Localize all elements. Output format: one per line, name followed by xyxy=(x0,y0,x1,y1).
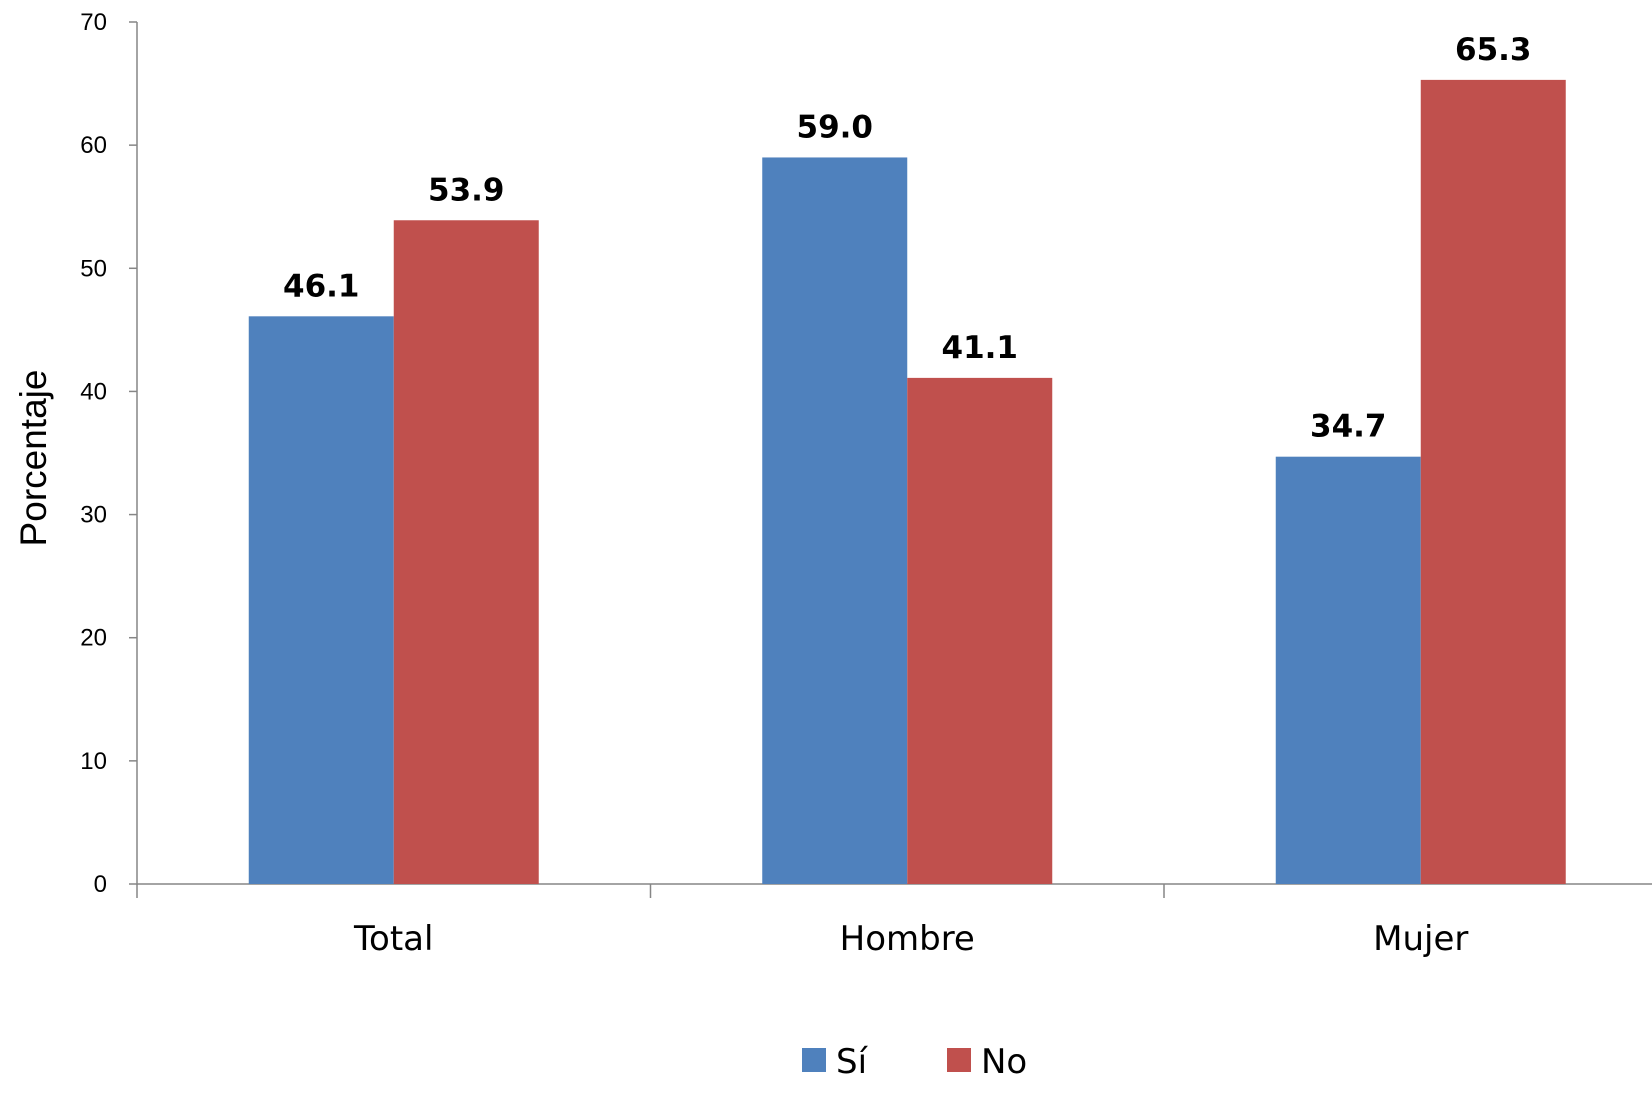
y-tick-label: 30 xyxy=(80,502,107,529)
x-tick-label: Mujer xyxy=(1373,919,1468,959)
legend-label: Sí xyxy=(836,1042,869,1082)
legend-swatch xyxy=(947,1048,971,1072)
bar-si-total xyxy=(248,316,394,885)
y-tick-label: 40 xyxy=(80,378,107,405)
x-tick-label: Hombre xyxy=(840,919,975,959)
data-label: 41.1 xyxy=(942,330,1019,366)
bar-no-mujer xyxy=(1420,79,1566,885)
y-tick-label: 60 xyxy=(80,132,107,159)
x-tick-label: Total xyxy=(353,919,433,959)
data-label: 59.0 xyxy=(797,109,874,145)
legend-swatch xyxy=(802,1048,826,1072)
bar-si-mujer xyxy=(1275,456,1421,884)
y-axis: 0 10 20 30 40 50 60 70 xyxy=(80,9,138,898)
bar-si-hombre xyxy=(762,157,908,884)
y-tick-label: 10 xyxy=(80,748,107,775)
bars xyxy=(248,79,1566,885)
x-axis: Total Hombre Mujer xyxy=(136,883,1652,959)
y-tick-label: 70 xyxy=(80,9,107,36)
data-label: 53.9 xyxy=(428,172,505,208)
data-labels: 46.1 59.0 34.7 53.9 41.1 65.3 xyxy=(283,32,1532,445)
y-axis-title: Porcentaje xyxy=(13,370,54,547)
data-label: 46.1 xyxy=(283,268,360,304)
bar-no-total xyxy=(393,220,539,884)
y-tick-label: 50 xyxy=(80,255,107,282)
legend: Sí No xyxy=(802,1042,1027,1082)
y-tick-label: 20 xyxy=(80,625,107,652)
y-tick-label: 0 xyxy=(94,871,107,898)
data-label: 65.3 xyxy=(1455,32,1532,68)
legend-label: No xyxy=(981,1042,1027,1082)
bar-no-hombre xyxy=(907,377,1053,884)
data-label: 34.7 xyxy=(1310,409,1387,445)
